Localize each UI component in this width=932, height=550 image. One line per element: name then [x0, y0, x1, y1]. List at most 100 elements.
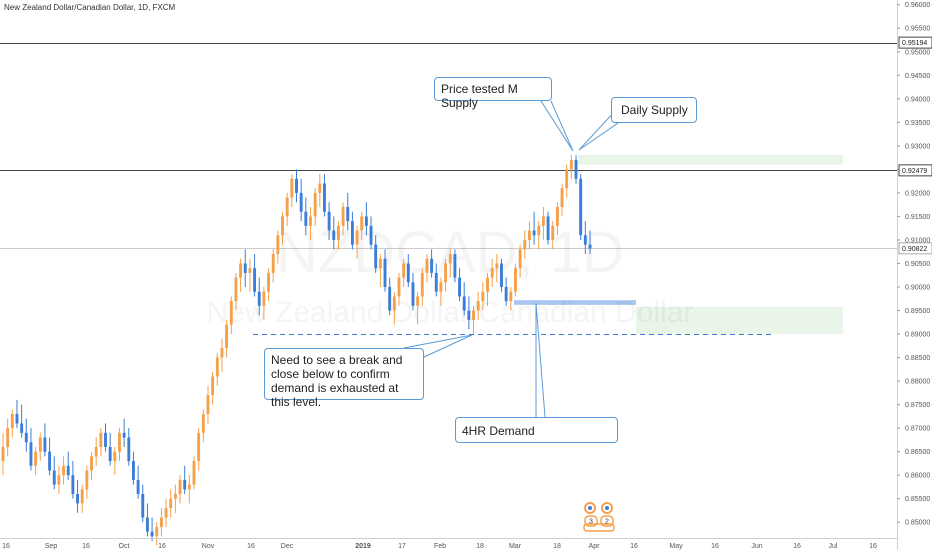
callout-daily-supply[interactable]: Daily Supply	[611, 97, 697, 123]
callout-4hr-demand[interactable]: 4HR Demand	[455, 417, 618, 443]
y-tick-label: 0.94500	[905, 73, 930, 80]
price-label[interactable]: 0.90822	[898, 242, 932, 255]
candle	[500, 258, 503, 292]
demand-zone-4hr[interactable]	[514, 300, 636, 305]
candle-body	[132, 461, 135, 480]
candle	[24, 418, 28, 452]
candle-body	[38, 437, 42, 452]
candle-body	[327, 211, 331, 231]
y-tick-label: 0.95000	[905, 49, 930, 56]
candle-body	[108, 446, 112, 462]
candle-body	[169, 498, 173, 509]
price-label-box	[898, 36, 932, 49]
candle-body	[514, 268, 517, 292]
earnings-event-icon-dot	[605, 506, 609, 510]
candle-body	[127, 437, 131, 462]
candle	[402, 258, 406, 287]
candle-body	[192, 461, 196, 485]
y-tick-label: 0.85000	[905, 520, 930, 527]
candle-body	[434, 272, 438, 292]
candle-body	[537, 225, 541, 236]
candle-body	[113, 451, 117, 462]
x-tick-label: 18	[476, 543, 484, 550]
candle-body	[448, 254, 452, 264]
candle	[66, 451, 70, 480]
candle	[588, 230, 592, 255]
candle	[504, 277, 508, 306]
candle	[20, 404, 24, 438]
candle	[80, 484, 84, 513]
price-label[interactable]: 0.95194	[898, 36, 932, 49]
candle-body	[541, 216, 545, 226]
candle-body	[439, 282, 443, 292]
candle	[374, 235, 378, 273]
candle-body	[346, 207, 350, 222]
candle-body	[211, 376, 215, 396]
candle-body	[462, 296, 466, 311]
candle-body	[62, 465, 66, 476]
demand-zone-extension[interactable]	[636, 306, 843, 335]
symbol-title[interactable]: New Zealand Dollar/Canadian Dollar, 1D, …	[4, 3, 176, 12]
candle	[285, 192, 289, 226]
y-tick-label: 0.91000	[905, 237, 930, 244]
candle	[327, 202, 331, 240]
candle-body	[90, 456, 93, 471]
candle-body	[48, 451, 52, 471]
candle	[369, 216, 373, 250]
supply-zone[interactable]	[578, 154, 843, 165]
candle	[425, 254, 429, 283]
candle	[215, 352, 219, 386]
candle-body	[299, 192, 303, 212]
candle-body	[304, 211, 308, 226]
candle	[108, 432, 112, 466]
candle	[453, 249, 457, 283]
candle	[434, 263, 438, 297]
candle	[118, 428, 121, 462]
candle	[211, 371, 215, 405]
candle	[397, 272, 401, 306]
candle	[514, 263, 517, 297]
y-tick-label: 0.85500	[905, 496, 930, 503]
candle	[541, 207, 545, 240]
candle	[355, 225, 359, 259]
x-tick-label: 16	[2, 543, 10, 550]
y-tick-label: 0.91500	[905, 214, 930, 221]
event-group-outline	[583, 523, 615, 532]
candle-body	[15, 414, 19, 424]
candle	[178, 475, 182, 504]
dividend-event-label: 2	[605, 519, 609, 526]
candle	[565, 164, 569, 198]
candle-body	[94, 446, 98, 457]
candle	[62, 456, 66, 485]
candle-body	[388, 286, 392, 311]
pointer-price-tested	[540, 100, 574, 152]
candle-body	[24, 432, 28, 443]
candle-body	[262, 291, 266, 306]
candle	[276, 230, 280, 264]
y-tick-label: 0.86500	[905, 449, 930, 456]
candle-body	[257, 291, 261, 306]
candle	[551, 221, 555, 250]
candle	[253, 254, 257, 297]
candle	[38, 432, 42, 462]
candle-body	[155, 526, 159, 537]
candle-body	[406, 263, 410, 283]
candle	[518, 244, 522, 278]
price-label[interactable]: 0.92479	[898, 164, 932, 177]
candle	[323, 174, 326, 217]
candle-body	[583, 235, 587, 245]
candle	[141, 484, 145, 523]
candle	[164, 498, 168, 527]
candle	[341, 202, 345, 236]
candle-body	[467, 310, 471, 320]
candle	[472, 305, 475, 335]
candle-body	[500, 263, 503, 287]
candle-body	[420, 272, 424, 297]
callout-price-tested[interactable]: Price tested M Supply	[434, 77, 552, 110]
candle	[392, 291, 396, 325]
candle-body	[234, 277, 238, 302]
candle	[201, 409, 205, 443]
candle	[122, 418, 126, 447]
callout-need-break[interactable]: Need to see a break and close below to c…	[264, 348, 424, 409]
candle	[262, 286, 266, 320]
